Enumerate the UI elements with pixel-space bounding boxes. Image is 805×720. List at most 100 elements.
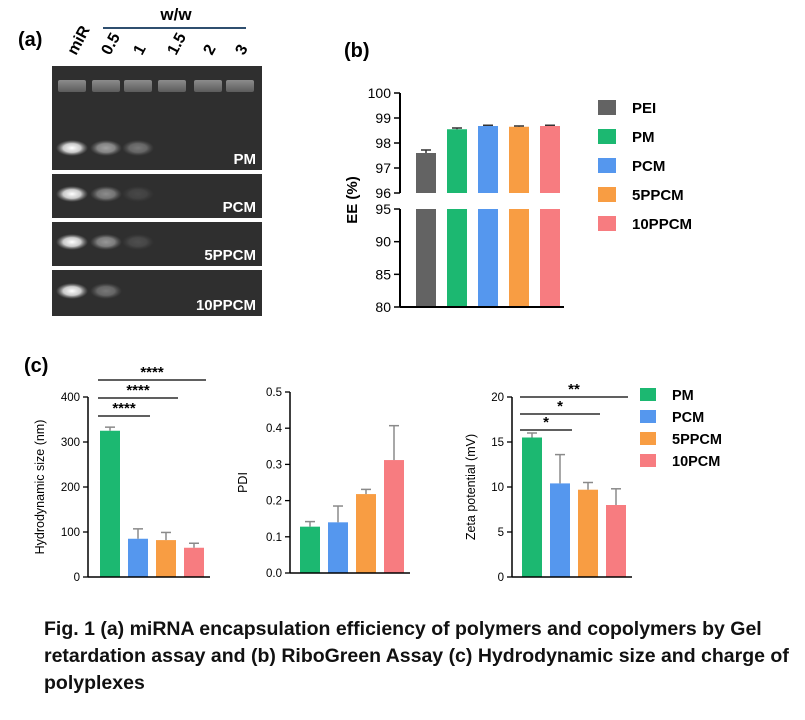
legend-swatch bbox=[640, 454, 656, 467]
ww-label: w/w bbox=[159, 5, 192, 24]
ytick-label: 0.2 bbox=[266, 496, 282, 508]
gel-band bbox=[56, 140, 88, 156]
panel-a-label: (a) bbox=[18, 29, 42, 51]
gel-well bbox=[158, 80, 186, 92]
ytick-label: 15 bbox=[491, 437, 504, 449]
ee-ylabel: EE (%) bbox=[344, 176, 361, 224]
ytick-label: 0.4 bbox=[266, 423, 283, 435]
ytick-label: 0 bbox=[74, 572, 80, 584]
bar bbox=[184, 547, 204, 577]
significance-label: **** bbox=[112, 400, 136, 417]
gel-well bbox=[194, 80, 222, 92]
legend-swatch bbox=[598, 100, 616, 115]
ytick-label: 20 bbox=[491, 392, 504, 404]
gel-band bbox=[90, 283, 122, 299]
ee-bar-upper bbox=[540, 126, 560, 193]
significance-label: ** bbox=[568, 381, 580, 398]
gel-10ppcm: 10PPCM bbox=[52, 270, 262, 316]
legend-label: 5PPCM bbox=[632, 187, 684, 204]
legend-swatch bbox=[598, 187, 616, 202]
ylabel: Zeta potential (mV) bbox=[464, 434, 478, 540]
gel-label: 10PPCM bbox=[196, 297, 256, 314]
ee-bar-lower bbox=[447, 209, 467, 307]
gel-label: PCM bbox=[223, 199, 256, 216]
panel-c-label: (c) bbox=[24, 355, 48, 377]
ee-ytick-label: 80 bbox=[375, 299, 391, 315]
legend-label: PM bbox=[672, 388, 694, 404]
gel-band bbox=[122, 234, 154, 250]
bar bbox=[328, 522, 348, 573]
legend-swatch bbox=[640, 410, 656, 423]
ytick-label: 300 bbox=[61, 437, 80, 449]
ytick-label: 0.1 bbox=[266, 532, 282, 544]
ee-bar-lower bbox=[416, 209, 436, 307]
gel-band bbox=[122, 186, 154, 202]
legend-swatch bbox=[598, 216, 616, 231]
lane-label: 0.5 bbox=[99, 30, 124, 58]
lane-label: 1 bbox=[131, 42, 150, 58]
gel-band bbox=[90, 234, 122, 250]
ee-bar-lower bbox=[509, 209, 529, 307]
ytick-label: 200 bbox=[61, 482, 80, 494]
bar bbox=[300, 526, 320, 573]
ee-bar-upper bbox=[416, 153, 436, 193]
bar bbox=[100, 430, 120, 577]
bar bbox=[384, 460, 404, 573]
lane-label: miR bbox=[65, 23, 94, 58]
ee-ytick-label: 96 bbox=[375, 185, 391, 201]
gel-well bbox=[92, 80, 120, 92]
gel-band bbox=[56, 283, 88, 299]
ytick-label: 400 bbox=[61, 392, 80, 404]
gel-band bbox=[90, 186, 122, 202]
significance-label: * bbox=[543, 414, 549, 431]
gel-label: 5PPCM bbox=[204, 247, 256, 264]
ee-ytick-label: 99 bbox=[375, 110, 391, 126]
panel-a-gel-retardation: (a) w/w miR 0.5 1 1.5 2 3 PM PCM 5PPCM 10PPCM bbox=[18, 5, 262, 316]
ee-bar-lower bbox=[540, 209, 560, 307]
figure-caption: Fig. 1 (a) miRNA encapsulation efficienc… bbox=[44, 618, 789, 694]
gel-well bbox=[58, 80, 86, 92]
gel-pcm: PCM bbox=[52, 174, 262, 218]
gel-label: PM bbox=[234, 151, 257, 168]
gel-pm: PM bbox=[52, 66, 262, 170]
ytick-label: 0.0 bbox=[266, 568, 282, 580]
significance-label: **** bbox=[140, 364, 164, 381]
significance-label: **** bbox=[126, 382, 150, 399]
ytick-label: 100 bbox=[61, 527, 80, 539]
ee-ytick-label: 95 bbox=[375, 201, 391, 217]
ytick-label: 5 bbox=[498, 527, 504, 539]
ylabel: Hydrodynamic size (nm) bbox=[33, 420, 47, 555]
ee-ytick-label: 85 bbox=[375, 266, 391, 282]
legend-swatch bbox=[640, 432, 656, 445]
bar bbox=[606, 505, 626, 577]
significance-label: * bbox=[557, 398, 563, 415]
ee-ytick-label: 100 bbox=[368, 85, 392, 101]
bar bbox=[356, 494, 376, 573]
gel-band bbox=[90, 140, 122, 156]
legend-label: PEI bbox=[632, 100, 656, 117]
ytick-label: 0 bbox=[498, 572, 504, 584]
lane-label: 1.5 bbox=[165, 30, 190, 58]
bar bbox=[156, 540, 176, 577]
legend-label: PCM bbox=[632, 158, 665, 175]
bar bbox=[522, 437, 542, 577]
legend-swatch bbox=[598, 129, 616, 144]
gel-band bbox=[122, 140, 154, 156]
bar bbox=[550, 483, 570, 577]
ytick-label: 10 bbox=[491, 482, 504, 494]
gel-band bbox=[56, 186, 88, 202]
panel-b-ribogreen-chart: (b) 96 97 98 99 100 80 85 90 95 EE (%) PEI PM PCM 5P… bbox=[344, 40, 692, 315]
ytick-label: 0.3 bbox=[266, 459, 282, 471]
gel-images: PM PCM 5PPCM 10PPCM bbox=[52, 66, 262, 316]
bar bbox=[128, 538, 148, 577]
lane-label: 3 bbox=[233, 42, 252, 58]
legend-label: PCM bbox=[672, 410, 704, 426]
legend-label: 10PPCM bbox=[632, 216, 692, 233]
legend-label: PM bbox=[632, 129, 655, 146]
legend-swatch bbox=[598, 158, 616, 173]
ytick-label: 0.5 bbox=[266, 387, 282, 399]
ee-bar-upper bbox=[509, 126, 529, 193]
